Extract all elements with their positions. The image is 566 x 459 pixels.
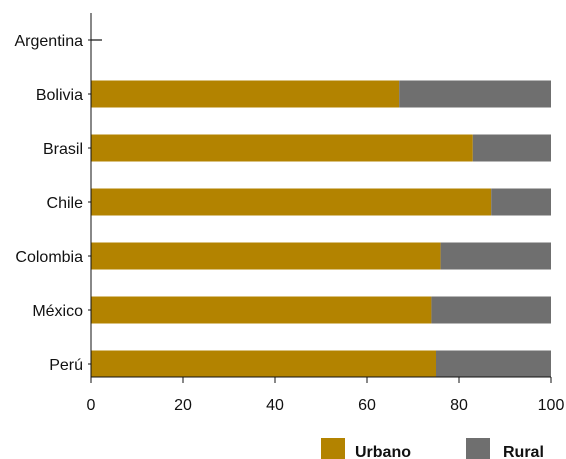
x-tick-label-20: 20	[174, 397, 192, 414]
x-tick-label-80: 80	[450, 397, 468, 414]
bar-urbano-brasil	[91, 134, 473, 162]
legend-swatch-rural	[466, 438, 490, 459]
bar-urbano-bolivia	[91, 80, 400, 108]
labels-layer: Argentina Bolivia Brasil Chile Colombia Méxic…	[15, 33, 565, 414]
x-tick-label-40: 40	[266, 397, 284, 414]
legend-label-rural: Rural	[503, 444, 544, 459]
bar-urbano-chile	[91, 188, 492, 216]
bar-rural-mexico	[431, 296, 551, 324]
bar-urbano-colombia	[91, 242, 441, 270]
legend: Urbano Rural	[321, 438, 544, 459]
bar-rural-chile	[491, 188, 551, 216]
legend-label-urbano: Urbano	[355, 444, 411, 459]
x-tick-label-100: 100	[538, 397, 565, 414]
category-label-chile: Chile	[47, 195, 84, 212]
x-tick-label-0: 0	[87, 397, 96, 414]
x-tick-label-60: 60	[358, 397, 376, 414]
category-label-peru: Perú	[49, 357, 83, 374]
category-label-argentina: Argentina	[15, 33, 84, 50]
bar-rural-bolivia	[399, 80, 551, 108]
category-label-colombia: Colombia	[15, 249, 83, 266]
category-label-mexico: México	[32, 303, 83, 320]
legend-swatch-urbano	[321, 438, 345, 459]
category-label-bolivia: Bolivia	[36, 87, 83, 104]
bar-rural-peru	[436, 350, 551, 378]
bar-rural-brasil	[472, 134, 551, 162]
bar-urbano-peru	[91, 350, 436, 378]
bars-layer	[91, 80, 551, 378]
axes-layer	[88, 13, 552, 383]
bar-urbano-mexico	[91, 296, 432, 324]
bar-rural-colombia	[440, 242, 551, 270]
category-label-brasil: Brasil	[43, 141, 83, 158]
